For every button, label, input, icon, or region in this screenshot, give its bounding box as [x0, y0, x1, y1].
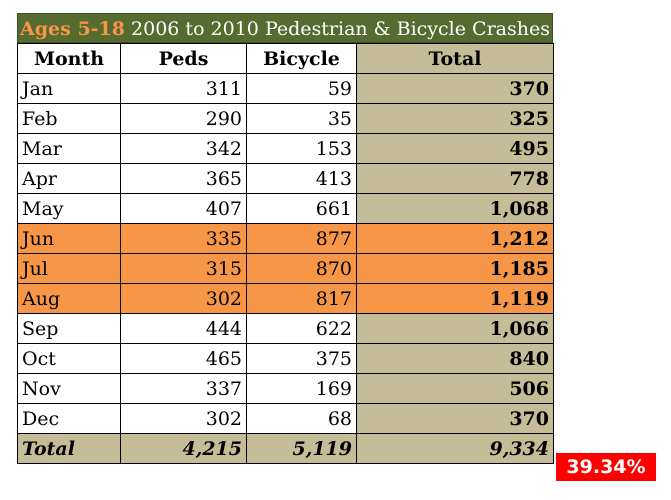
- bicycle-cell: 68: [246, 403, 357, 434]
- month-cell: Apr: [17, 163, 121, 194]
- total-cell: 1,212: [356, 223, 554, 254]
- peds-cell: 342: [120, 133, 247, 164]
- table-row: Dec 302 68 370: [17, 403, 554, 434]
- summary-total: 9,334: [356, 433, 554, 464]
- bicycle-cell: 59: [246, 73, 357, 104]
- total-cell: 1,068: [356, 193, 554, 224]
- title-text: 2006 to 2010 Pedestrian & Bicycle Crashe…: [125, 18, 550, 40]
- summary-label: Total: [17, 433, 121, 464]
- table-row: Mar 342 153 495: [17, 133, 554, 164]
- month-cell: Jan: [17, 73, 121, 104]
- month-cell: Feb: [17, 103, 121, 134]
- total-cell: 778: [356, 163, 554, 194]
- summary-peds: 4,215: [120, 433, 247, 464]
- header-row: Month Peds Bicycle Total: [17, 43, 554, 74]
- table-row: Feb 290 35 325: [17, 103, 554, 134]
- peds-cell: 465: [120, 343, 247, 374]
- peds-cell: 311: [120, 73, 247, 104]
- summary-row: Total 4,215 5,119 9,334: [17, 433, 554, 464]
- table-row: Sep 444 622 1,066: [17, 313, 554, 344]
- bicycle-cell: 375: [246, 343, 357, 374]
- total-cell: 325: [356, 103, 554, 134]
- bicycle-cell: 877: [246, 223, 357, 254]
- percentage-badge: 39.34%: [556, 453, 656, 481]
- title-highlight: Ages 5-18: [20, 18, 125, 40]
- total-cell: 370: [356, 403, 554, 434]
- table-row: Nov 337 169 506: [17, 373, 554, 404]
- peds-cell: 302: [120, 403, 247, 434]
- bicycle-cell: 35: [246, 103, 357, 134]
- table-row: May 407 661 1,068: [17, 193, 554, 224]
- peds-cell: 365: [120, 163, 247, 194]
- bicycle-cell: 817: [246, 283, 357, 314]
- total-cell: 840: [356, 343, 554, 374]
- column-header-total: Total: [356, 43, 554, 74]
- total-cell: 495: [356, 133, 554, 164]
- table-row: Jun 335 877 1,212: [17, 223, 554, 254]
- bicycle-cell: 169: [246, 373, 357, 404]
- peds-cell: 407: [120, 193, 247, 224]
- total-cell: 506: [356, 373, 554, 404]
- table-row: Oct 465 375 840: [17, 343, 554, 374]
- peds-cell: 290: [120, 103, 247, 134]
- month-cell: May: [17, 193, 121, 224]
- column-header-bicycle: Bicycle: [246, 43, 357, 74]
- peds-cell: 444: [120, 313, 247, 344]
- month-cell: Sep: [17, 313, 121, 344]
- bicycle-cell: 661: [246, 193, 357, 224]
- total-cell: 1,119: [356, 283, 554, 314]
- bicycle-cell: 622: [246, 313, 357, 344]
- table-row: Apr 365 413 778: [17, 163, 554, 194]
- total-cell: 1,066: [356, 313, 554, 344]
- total-cell: 370: [356, 73, 554, 104]
- summary-bicycle: 5,119: [246, 433, 357, 464]
- peds-cell: 315: [120, 253, 247, 284]
- column-header-month: Month: [17, 43, 121, 74]
- peds-cell: 335: [120, 223, 247, 254]
- table-title: Ages 5-18 2006 to 2010 Pedestrian & Bicy…: [17, 13, 553, 43]
- peds-cell: 337: [120, 373, 247, 404]
- bicycle-cell: 153: [246, 133, 357, 164]
- total-cell: 1,185: [356, 253, 554, 284]
- bicycle-cell: 413: [246, 163, 357, 194]
- month-cell: Jul: [17, 253, 121, 284]
- month-cell: Jun: [17, 223, 121, 254]
- bicycle-cell: 870: [246, 253, 357, 284]
- peds-cell: 302: [120, 283, 247, 314]
- month-cell: Aug: [17, 283, 121, 314]
- table-row: Jul 315 870 1,185: [17, 253, 554, 284]
- table-row: Aug 302 817 1,119: [17, 283, 554, 314]
- column-header-peds: Peds: [120, 43, 247, 74]
- month-cell: Nov: [17, 373, 121, 404]
- month-cell: Dec: [17, 403, 121, 434]
- month-cell: Oct: [17, 343, 121, 374]
- month-cell: Mar: [17, 133, 121, 164]
- table-row: Jan 311 59 370: [17, 73, 554, 104]
- crash-table: Month Peds Bicycle Total Jan 311 59 370 Feb 2…: [17, 43, 554, 464]
